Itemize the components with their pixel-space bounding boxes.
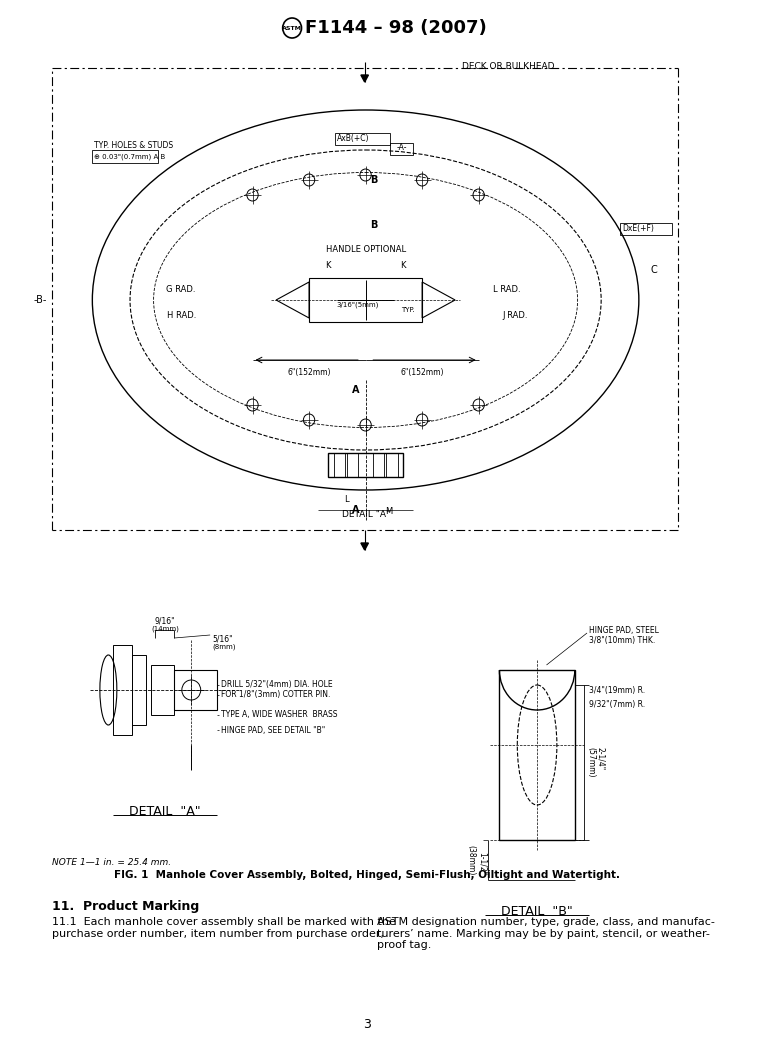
Bar (113, 645, 132, 735)
Text: ⊕ 0.03"(0.7mm) A B: ⊕ 0.03"(0.7mm) A B (94, 154, 166, 160)
Text: M: M (386, 507, 393, 516)
Text: (14mm): (14mm) (151, 625, 179, 632)
Bar (347, 453, 358, 477)
Text: 3/8"(10mm) THK.: 3/8"(10mm) THK. (589, 635, 655, 644)
Text: 9/16": 9/16" (155, 617, 175, 626)
Text: DRILL 5/32"(4mm) DIA. HOLE: DRILL 5/32"(4mm) DIA. HOLE (222, 681, 333, 689)
Text: FIG. 1  Manhole Cover Assembly, Bolted, Hinged, Semi-Flush, Oiltight and Waterti: FIG. 1 Manhole Cover Assembly, Bolted, H… (114, 870, 619, 880)
Text: 6"(152mm): 6"(152mm) (287, 369, 331, 377)
Bar (620, 223, 672, 235)
Text: 5/16": 5/16" (212, 635, 233, 644)
Text: TYP.: TYP. (401, 307, 415, 313)
Text: FOR 1/8"(3mm) COTTER PIN.: FOR 1/8"(3mm) COTTER PIN. (222, 690, 331, 700)
Text: ASTM: ASTM (282, 25, 302, 30)
Bar (328, 453, 403, 477)
Text: AxB(+C): AxB(+C) (338, 133, 370, 143)
Text: DETAIL  "B": DETAIL "B" (501, 905, 573, 918)
Text: (8mm): (8mm) (212, 643, 236, 650)
Text: C: C (650, 265, 657, 275)
Text: A: A (352, 505, 360, 515)
Text: 3/4"(19mm) R.: 3/4"(19mm) R. (589, 686, 645, 694)
Text: HANDLE OPTIONAL: HANDLE OPTIONAL (325, 246, 405, 254)
Text: TYP. HOLES & STUDS: TYP. HOLES & STUDS (94, 141, 173, 150)
Text: 1-1/2"
(38mm): 1-1/2" (38mm) (467, 845, 486, 875)
Text: -B-: -B- (33, 295, 47, 305)
Bar (499, 670, 575, 840)
Polygon shape (361, 543, 369, 550)
Text: L RAD.: L RAD. (492, 285, 520, 295)
Text: -A-: -A- (396, 144, 407, 152)
Text: 3/16"(5mm): 3/16"(5mm) (337, 302, 379, 308)
Text: 3: 3 (363, 1018, 370, 1031)
Text: TYPE A, WIDE WASHER  BRASS: TYPE A, WIDE WASHER BRASS (222, 711, 338, 719)
Text: K: K (401, 261, 406, 270)
Text: B: B (370, 220, 377, 230)
Text: F1144 – 98 (2007): F1144 – 98 (2007) (305, 19, 487, 37)
Text: ASTM designation number, type, grade, class, and manufac-
turers’ name. Marking : ASTM designation number, type, grade, cl… (377, 917, 715, 950)
Text: DETAIL  "A": DETAIL "A" (129, 805, 201, 818)
Text: 11.1  Each manhole cover assembly shall be marked with the
purchase order number: 11.1 Each manhole cover assembly shall b… (52, 917, 396, 939)
Text: G RAD.: G RAD. (166, 285, 196, 295)
Bar (334, 453, 345, 477)
Text: HINGE PAD, SEE DETAIL "B": HINGE PAD, SEE DETAIL "B" (222, 726, 326, 735)
Bar (151, 665, 174, 715)
Text: H RAD.: H RAD. (166, 310, 196, 320)
Text: DxE(+F): DxE(+F) (622, 224, 654, 232)
Text: L: L (345, 496, 349, 504)
Bar (373, 453, 384, 477)
Bar (390, 143, 412, 155)
Polygon shape (361, 75, 369, 82)
Bar (132, 655, 146, 725)
Bar (309, 278, 422, 322)
Text: NOTE 1—1 in. = 25.4 mm.: NOTE 1—1 in. = 25.4 mm. (52, 858, 171, 867)
Text: DECK OR BULKHEAD: DECK OR BULKHEAD (461, 62, 554, 71)
Text: HINGE PAD, STEEL: HINGE PAD, STEEL (589, 626, 659, 635)
Bar (174, 670, 217, 710)
Text: 2-1/4"
(57mm): 2-1/4" (57mm) (586, 746, 605, 778)
Text: B: B (370, 175, 377, 185)
Text: A: A (352, 385, 360, 395)
Text: 6"(152mm): 6"(152mm) (401, 369, 444, 377)
Bar (387, 453, 398, 477)
Text: 9/32"(7mm) R.: 9/32"(7mm) R. (589, 701, 645, 710)
Text: DETAIL "A": DETAIL "A" (342, 510, 390, 519)
Bar (93, 150, 158, 163)
Bar (335, 133, 390, 145)
Text: 11.  Product Marking: 11. Product Marking (52, 900, 199, 913)
Text: J RAD.: J RAD. (503, 310, 527, 320)
Text: K: K (325, 261, 331, 270)
